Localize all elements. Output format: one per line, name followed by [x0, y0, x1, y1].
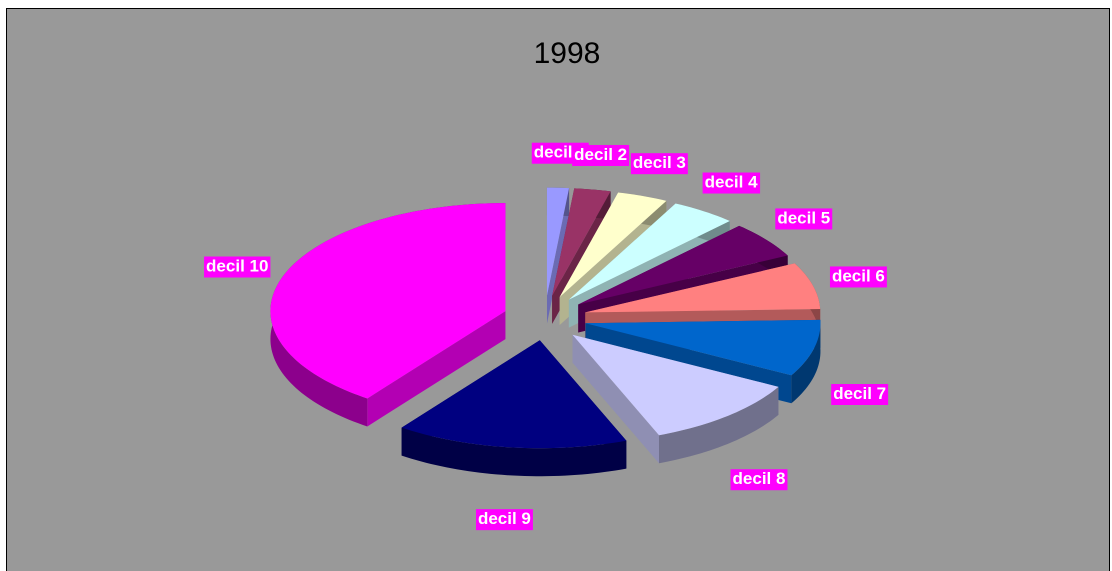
- data-label-bg: [730, 469, 788, 491]
- data-label-bg: [630, 153, 688, 175]
- data-label-bg: [475, 509, 533, 531]
- slice-top: [578, 225, 788, 305]
- data-label: decil 2: [574, 145, 627, 164]
- pie-slice: [572, 334, 779, 464]
- data-label: decil 5: [777, 208, 830, 227]
- slice-side: [572, 334, 660, 464]
- data-label: decil 4: [705, 173, 758, 192]
- slice-top: [270, 203, 506, 399]
- data-label-bg: [204, 256, 271, 278]
- slice-wall: [659, 386, 779, 464]
- data-label-bg: [775, 208, 833, 230]
- slice-side: [546, 188, 570, 324]
- slice-top: [568, 203, 730, 300]
- slice-top: [585, 319, 821, 376]
- slice-top: [401, 340, 627, 449]
- data-label-bg: [572, 144, 630, 166]
- data-label-bg: [829, 266, 887, 288]
- slice-top: [552, 188, 611, 296]
- data-label: decil 6: [832, 266, 885, 285]
- data-label: decil 7: [833, 384, 886, 403]
- slice-top: [546, 187, 570, 296]
- data-label-bg: [831, 383, 889, 405]
- pie-slice: [401, 340, 627, 477]
- pie-slice: [546, 187, 570, 324]
- slice-top: [585, 263, 821, 313]
- slice-wall: [401, 427, 627, 477]
- slice-side: [367, 311, 506, 427]
- pie-slice: [585, 319, 821, 404]
- pie-slice: [270, 203, 506, 427]
- slice-top: [559, 192, 667, 298]
- data-label: decil 10: [206, 257, 268, 276]
- chart-title: 1998: [534, 37, 601, 70]
- slice-top: [572, 334, 779, 436]
- data-label: decil 9: [478, 509, 531, 528]
- data-label: decil 3: [633, 153, 686, 172]
- data-label: decil 8: [733, 469, 786, 488]
- slice-wall: [791, 319, 821, 404]
- data-label-bg: [702, 172, 761, 194]
